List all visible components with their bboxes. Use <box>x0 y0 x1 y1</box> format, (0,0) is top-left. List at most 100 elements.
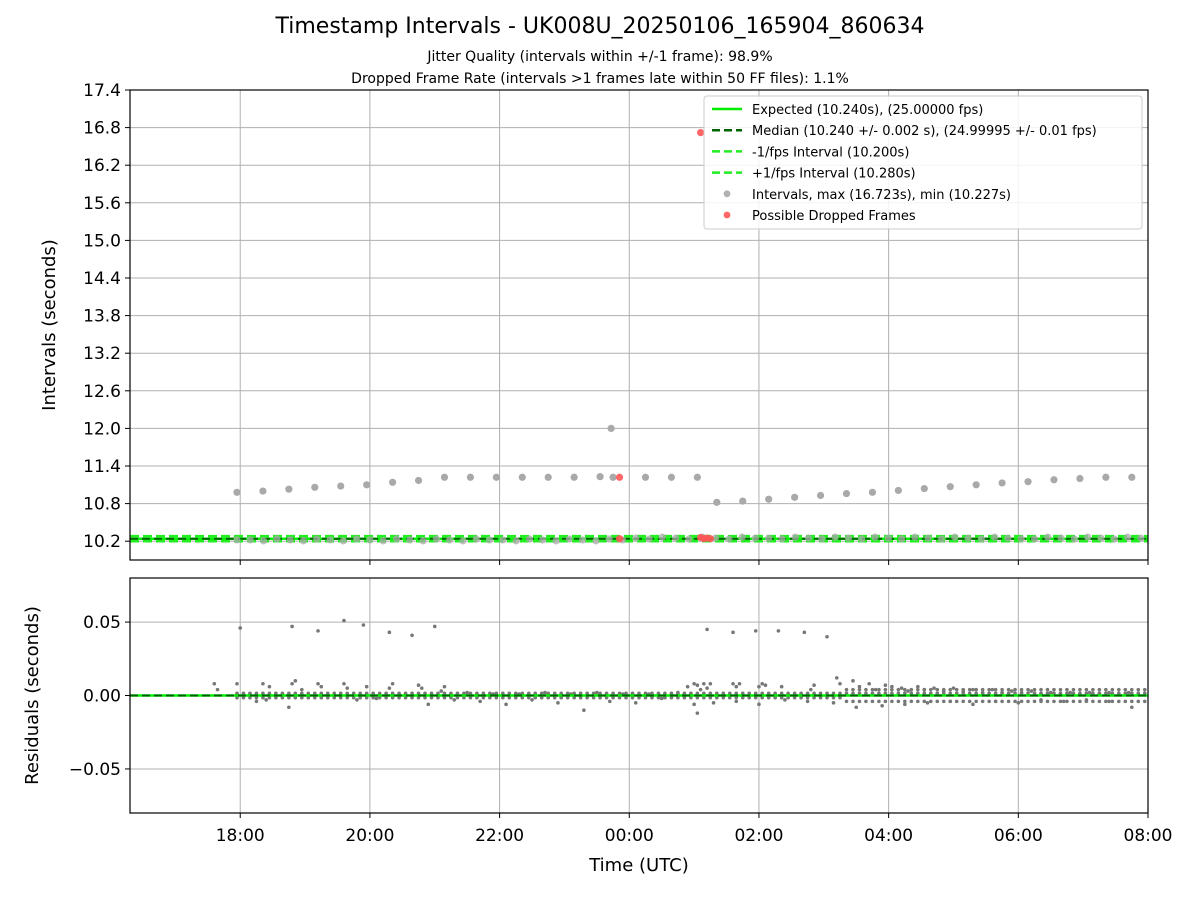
interval-point <box>791 533 799 541</box>
residual-point <box>990 687 995 692</box>
interval-point <box>951 533 959 541</box>
residual-point <box>763 683 768 688</box>
interval-point <box>991 533 999 541</box>
interval-point <box>592 537 600 545</box>
legend-label: Median (10.240 +/- 0.002 s), (24.99995 +… <box>752 124 1097 139</box>
residual-point <box>702 695 706 700</box>
interval-point <box>259 487 267 495</box>
residual-point <box>287 695 291 700</box>
y-tick-label: 15.6 <box>83 194 121 214</box>
residual-point <box>585 695 589 700</box>
residual-point <box>705 627 709 632</box>
residual-point <box>1000 699 1004 704</box>
interval-point <box>353 535 361 543</box>
residual-point <box>941 699 946 704</box>
residual-point <box>1006 687 1011 692</box>
residual-point <box>916 699 920 704</box>
residual-point <box>306 695 311 700</box>
interval-point <box>1050 476 1058 484</box>
residual-point <box>1091 691 1095 695</box>
interval-point <box>605 535 613 543</box>
residual-point <box>611 695 615 700</box>
residual-point <box>345 686 350 690</box>
residual-point <box>416 683 421 688</box>
x-tick-label: 06:00 <box>994 826 1043 846</box>
residual-point <box>410 695 414 700</box>
residual-point <box>1013 691 1017 695</box>
residual-point <box>676 695 680 700</box>
interval-point <box>1044 533 1052 541</box>
interval-point <box>693 473 701 481</box>
residual-point <box>1129 687 1134 692</box>
residual-point <box>1104 691 1108 695</box>
residual-point <box>695 683 700 688</box>
interval-point <box>946 483 954 491</box>
residual-point <box>290 624 294 629</box>
residual-point <box>1000 687 1004 692</box>
residual-point <box>530 698 534 702</box>
residual-point <box>941 689 946 693</box>
interval-point <box>518 473 526 481</box>
residual-point <box>734 699 739 704</box>
residual-point <box>851 691 855 695</box>
residual-point <box>708 681 713 686</box>
interval-point <box>459 537 467 545</box>
residual-point <box>261 695 265 700</box>
residual-point <box>1039 698 1043 702</box>
interval-point <box>911 533 919 541</box>
residual-point <box>857 691 862 695</box>
residual-point <box>514 695 518 700</box>
residual-point <box>1045 699 1050 704</box>
interval-point <box>739 497 747 505</box>
residuals-panel: 0.05 0.00 −0.05 18:00 20:00 22:00 00:00 02:00 04… <box>22 577 1173 876</box>
residual-point <box>883 683 888 688</box>
residual-point <box>834 676 839 680</box>
residual-point <box>358 695 362 700</box>
interval-point <box>233 488 241 496</box>
y-tick-label: 16.2 <box>83 156 121 176</box>
residual-point <box>928 691 933 695</box>
residual-point <box>987 691 991 695</box>
residual-point <box>1071 699 1076 704</box>
x-axis-label: Time (UTC) <box>588 855 689 876</box>
residual-point <box>316 681 320 686</box>
dropped-frame-points <box>615 129 714 543</box>
residual-point <box>857 684 862 689</box>
interval-point <box>492 473 500 481</box>
residual-point <box>1032 699 1037 704</box>
residual-point <box>844 687 849 692</box>
residual-point <box>319 695 324 700</box>
residual-point <box>608 699 612 704</box>
interval-point <box>259 537 268 545</box>
interval-point <box>868 488 877 496</box>
interval-point <box>414 476 423 485</box>
residual-point <box>676 690 680 695</box>
legend-label: Possible Dropped Frames <box>752 209 916 224</box>
residual-point <box>880 703 884 708</box>
residual-point <box>212 681 217 686</box>
residual-point <box>254 699 259 704</box>
residual-point <box>974 699 978 704</box>
residual-point <box>351 695 356 700</box>
residual-point <box>974 687 978 692</box>
interval-point <box>844 534 853 542</box>
dropped-frame-point <box>615 535 624 543</box>
residual-point <box>928 687 933 692</box>
residual-point <box>1019 687 1024 692</box>
dropped-frame-point <box>706 535 714 543</box>
residual-point <box>951 686 956 690</box>
interval-point <box>607 424 615 432</box>
residual-point <box>1052 699 1056 704</box>
residual-point <box>630 695 635 700</box>
residual-point <box>1026 691 1030 695</box>
interval-point <box>725 535 733 543</box>
residual-point <box>967 691 972 695</box>
interval-point <box>313 535 321 543</box>
interval-point <box>485 536 494 544</box>
residual-point <box>316 629 320 633</box>
legend-label: Expected (10.240s), (25.00000 fps) <box>752 103 983 118</box>
residual-point <box>925 701 930 705</box>
residual-point <box>727 695 732 700</box>
residual-point <box>364 684 369 689</box>
